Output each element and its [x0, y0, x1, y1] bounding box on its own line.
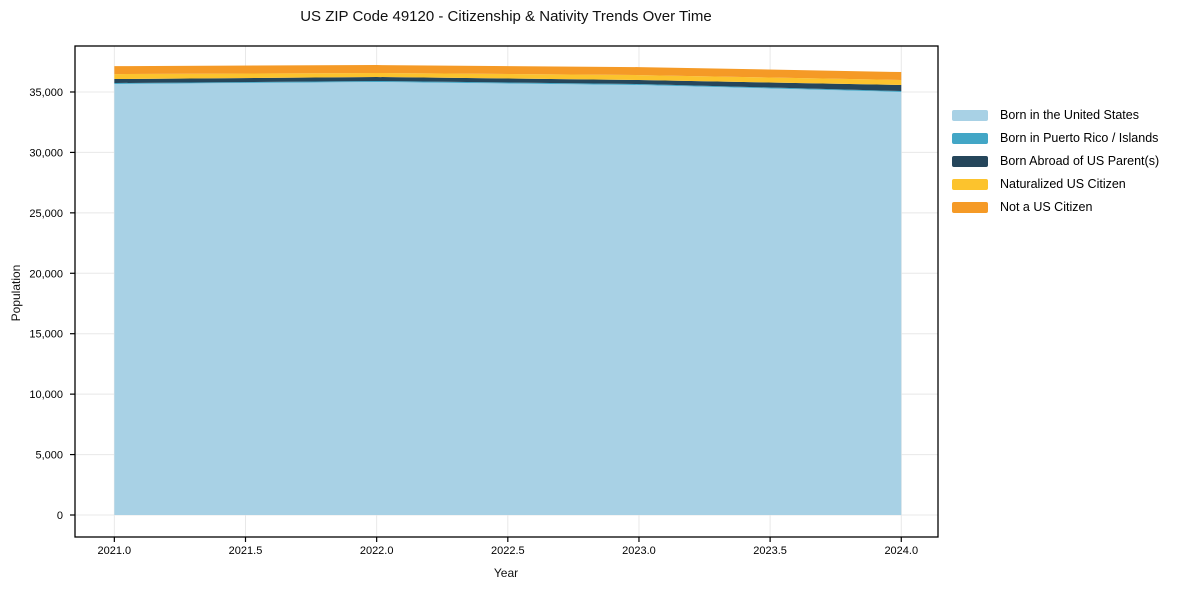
y-axis-label: Population: [9, 264, 23, 322]
legend-item: Not a US Citizen: [952, 196, 1159, 219]
legend-item: Born Abroad of US Parent(s): [952, 150, 1159, 173]
legend-item: Born in Puerto Rico / Islands: [952, 127, 1159, 150]
chart-title: US ZIP Code 49120 - Citizenship & Nativi…: [300, 8, 712, 25]
legend-item: Naturalized US Citizen: [952, 173, 1159, 196]
y-tick-label: 35,000: [29, 87, 63, 99]
area-series-2: [114, 77, 902, 92]
x-tick-label: 2024.0: [884, 545, 918, 557]
legend-swatch: [952, 110, 988, 121]
legend-swatch: [952, 133, 988, 144]
legend-swatch: [952, 156, 988, 167]
y-tick-label: 30,000: [29, 147, 63, 159]
area-series-4: [114, 65, 902, 81]
x-tick-label: 2021.0: [98, 545, 132, 557]
y-tick-label: 20,000: [29, 268, 63, 280]
area-series-3: [114, 73, 902, 85]
x-tick-label: 2021.5: [229, 545, 263, 557]
area-series-0: [114, 81, 902, 516]
x-tick-label: 2023.0: [622, 545, 656, 557]
legend: Born in the United States Born in Puerto…: [952, 104, 1159, 219]
legend-label: Born in Puerto Rico / Islands: [1000, 131, 1159, 146]
legend-label: Not a US Citizen: [1000, 200, 1093, 215]
plot-border: [74, 45, 939, 538]
legend-swatch: [952, 202, 988, 213]
legend-item: Born in the United States: [952, 104, 1159, 127]
x-tick-label: 2022.0: [360, 545, 394, 557]
x-tick-label: 2022.5: [491, 545, 525, 557]
y-tick-label: 15,000: [29, 329, 63, 341]
y-tick-label: 5,000: [35, 450, 63, 462]
legend-label: Born Abroad of US Parent(s): [1000, 154, 1160, 169]
legend-swatch: [952, 179, 988, 190]
x-axis-label: Year: [493, 566, 519, 580]
y-tick-label: 0: [57, 510, 63, 522]
area-series-1: [114, 80, 902, 92]
y-tick-label: 25,000: [29, 208, 63, 220]
y-tick-label: 10,000: [29, 389, 63, 401]
legend-label: Born in the United States: [1000, 108, 1139, 123]
legend-label: Naturalized US Citizen: [1000, 177, 1126, 192]
x-tick-label: 2023.5: [753, 545, 787, 557]
